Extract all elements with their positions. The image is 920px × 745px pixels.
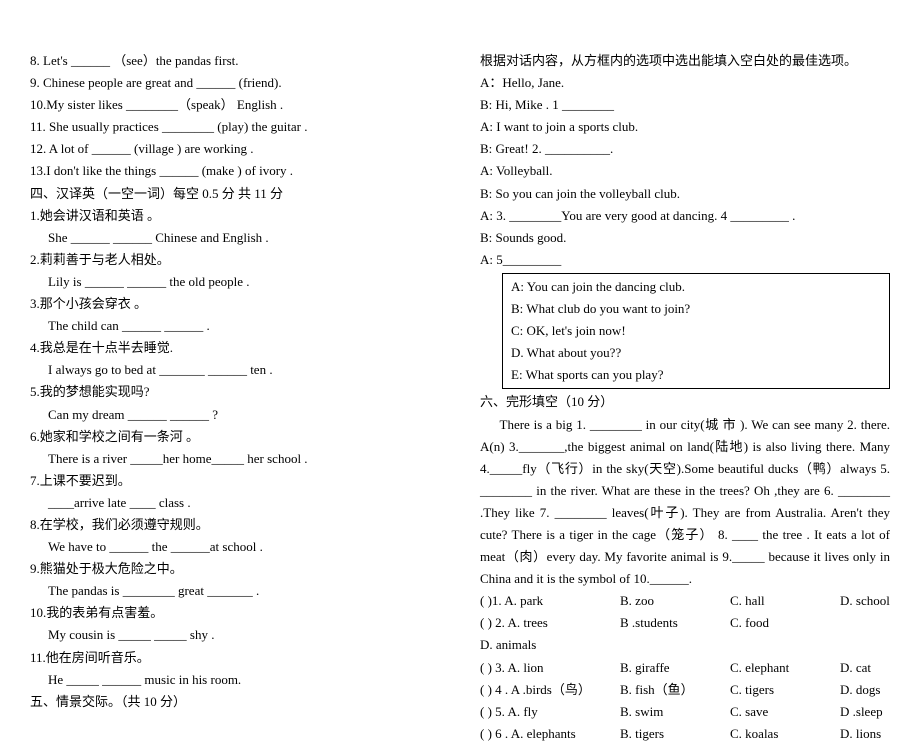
dialog-line-7: A: 3. ________You are very good at danci…: [480, 205, 890, 227]
cloze-option-row: ( ) 6 . A. elephantsB. tigersC. koalasD.…: [480, 723, 890, 745]
opt-b: B. swim: [620, 701, 730, 723]
dialog-line-9: A: 5_________: [480, 249, 890, 271]
option-a: A: You can join the dancing club.: [511, 276, 881, 298]
opt-a: ( ) 6 . A. elephants: [480, 723, 620, 745]
cloze-option-row: ( ) 2. A. treesB .studentsC. food D. anim…: [480, 612, 890, 656]
translate-7-en: ____arrive late ____ class .: [30, 492, 440, 514]
opt-d: D. animals: [480, 634, 536, 656]
cloze-option-row: ( ) 5. A. flyB. swimC. saveD .sleep: [480, 701, 890, 723]
right-column: 根据对话内容，从方框内的选项中选出能填入空白处的最佳选项。 A：Hello, J…: [480, 50, 890, 631]
translate-8-en: We have to ______ the ______at school .: [30, 536, 440, 558]
translate-5-en: Can my dream ______ ______ ?: [30, 404, 440, 426]
opt-b: B .students: [620, 612, 730, 634]
translate-7-cn: 7.上课不要迟到。: [30, 470, 440, 492]
section-5-title: 五、情景交际。（共 10 分）: [30, 691, 440, 713]
fill-blank-11: 11. She usually practices ________ (play…: [30, 116, 440, 138]
cloze-option-row: ( ) 3. A. lionB. giraffeC. elephantD. ca…: [480, 657, 890, 679]
section-4-title: 四、汉译英（一空一词）每空 0.5 分 共 11 分: [30, 183, 440, 205]
translate-2-en: Lily is ______ ______ the old people .: [30, 271, 440, 293]
dialog-line-5: A: Volleyball.: [480, 160, 890, 182]
opt-b: B. giraffe: [620, 657, 730, 679]
left-column: 8. Let's ______ （see）the pandas first. 9…: [30, 50, 440, 631]
translate-8-cn: 8.在学校，我们必须遵守规则。: [30, 514, 440, 536]
opt-a: ( ) 2. A. trees: [480, 612, 620, 634]
dialog-line-4: B: Great! 2. __________.: [480, 138, 890, 160]
fill-blank-10: 10.My sister likes ________（speak） Engli…: [30, 94, 440, 116]
opt-a: ( ) 4 . A .birds（鸟）: [480, 679, 620, 701]
translate-2-cn: 2.莉莉善于与老人相处。: [30, 249, 440, 271]
dialog-intro: 根据对话内容，从方框内的选项中选出能填入空白处的最佳选项。: [480, 50, 890, 72]
fill-blank-13: 13.I don't like the things ______ (make …: [30, 160, 440, 182]
opt-a: ( ) 3. A. lion: [480, 657, 620, 679]
translate-9-cn: 9.熊猫处于极大危险之中。: [30, 558, 440, 580]
cloze-passage: There is a big 1. ________ in our city(城…: [480, 414, 890, 591]
opt-b: B. fish（鱼）: [620, 679, 730, 701]
cloze-option-row: ( )1. A. parkB. zooC. hallD. school: [480, 590, 890, 612]
opt-a: ( )1. A. park: [480, 590, 620, 612]
options-box: A: You can join the dancing club. B: Wha…: [502, 273, 890, 389]
fill-blank-9: 9. Chinese people are great and ______ (…: [30, 72, 440, 94]
cloze-option-row: ( ) 4 . A .birds（鸟）B. fish（鱼）C. tigersD.…: [480, 679, 890, 701]
translate-4-en: I always go to bed at _______ ______ ten…: [30, 359, 440, 381]
opt-c: C. elephant: [730, 657, 840, 679]
opt-c: C. food: [730, 612, 840, 634]
translate-4-cn: 4.我总是在十点半去睡觉.: [30, 337, 440, 359]
cloze-options: ( )1. A. parkB. zooC. hallD. school( ) 2…: [480, 590, 890, 745]
opt-c: C. hall: [730, 590, 840, 612]
opt-d: D. lions: [840, 723, 881, 745]
dialog-line-8: B: Sounds good.: [480, 227, 890, 249]
option-c: C: OK, let's join now!: [511, 320, 881, 342]
opt-d: D. school: [840, 590, 890, 612]
translate-11-cn: 11.他在房间听音乐。: [30, 647, 440, 669]
opt-d: D. cat: [840, 657, 871, 679]
dialog-line-2: B: Hi, Mike . 1 ________: [480, 94, 890, 116]
opt-c: C. koalas: [730, 723, 840, 745]
translate-5-cn: 5.我的梦想能实现吗?: [30, 381, 440, 403]
translate-6-cn: 6.她家和学校之间有一条河 。: [30, 426, 440, 448]
dialog-line-1: A：Hello, Jane.: [480, 72, 890, 94]
opt-a: ( ) 5. A. fly: [480, 701, 620, 723]
translate-3-cn: 3.那个小孩会穿衣 。: [30, 293, 440, 315]
section-6-title: 六、完形填空（10 分）: [480, 391, 890, 413]
option-b: B: What club do you want to join?: [511, 298, 881, 320]
translate-9-en: The pandas is ________ great _______ .: [30, 580, 440, 602]
opt-d: D .sleep: [840, 701, 883, 723]
translate-1-en: She ______ ______ Chinese and English .: [30, 227, 440, 249]
option-e: E: What sports can you play?: [511, 364, 881, 386]
translate-3-en: The child can ______ ______ .: [30, 315, 440, 337]
opt-b: B. zoo: [620, 590, 730, 612]
translate-1-cn: 1.她会讲汉语和英语 。: [30, 205, 440, 227]
dialog-line-3: A: I want to join a sports club.: [480, 116, 890, 138]
opt-c: C. save: [730, 701, 840, 723]
opt-b: B. tigers: [620, 723, 730, 745]
translate-10-en: My cousin is _____ _____ shy .: [30, 624, 440, 646]
option-d: D. What about you??: [511, 342, 881, 364]
opt-c: C. tigers: [730, 679, 840, 701]
translate-10-cn: 10.我的表弟有点害羞。: [30, 602, 440, 624]
opt-d: D. dogs: [840, 679, 880, 701]
fill-blank-12: 12. A lot of ______ (village ) are worki…: [30, 138, 440, 160]
fill-blank-8: 8. Let's ______ （see）the pandas first.: [30, 50, 440, 72]
translate-6-en: There is a river _____her home_____ her …: [30, 448, 440, 470]
translate-11-en: He _____ ______ music in his room.: [30, 669, 440, 691]
dialog-line-6: B: So you can join the volleyball club.: [480, 183, 890, 205]
